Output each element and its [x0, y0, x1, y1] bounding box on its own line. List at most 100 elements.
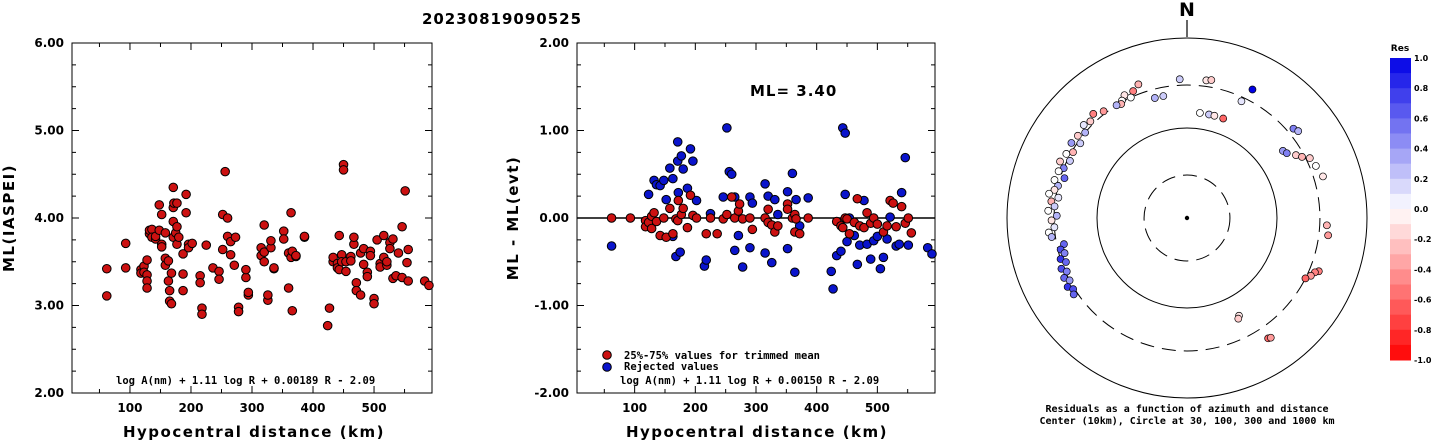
residual-point-rejected	[672, 137, 683, 147]
polar-residual-point	[1266, 333, 1275, 342]
colorbar-tick-label: 0.0	[1414, 205, 1429, 214]
residual-point-used	[763, 204, 773, 215]
ml-point	[201, 240, 212, 250]
residual-point-rejected	[878, 252, 889, 263]
colorbar-swatch	[1390, 239, 1411, 255]
polar-residual-point	[1062, 149, 1071, 158]
residual-point-rejected	[828, 284, 838, 294]
colorbar-swatch	[1390, 88, 1411, 104]
residual-point-rejected	[701, 255, 712, 265]
ml-point	[346, 256, 356, 266]
residual-point-used	[791, 214, 801, 224]
residual-point-rejected	[747, 198, 758, 208]
left-x-tick-label: 300	[239, 401, 264, 415]
middle-y-axis-label: ML - ML(evt)	[504, 156, 522, 280]
left-x-axis-label: Hypocentral distance (km)	[123, 423, 385, 441]
residual-point-used	[665, 203, 675, 214]
residual-point-rejected	[790, 267, 800, 278]
residual-point-rejected	[675, 247, 685, 257]
ml-point	[365, 250, 376, 261]
ml-point	[259, 256, 270, 267]
polar-residual-point	[1219, 114, 1228, 123]
distance-circle-1000km	[1006, 37, 1368, 399]
residual-point-used	[625, 213, 636, 223]
legend-blue-marker	[602, 362, 612, 372]
ml-point	[172, 221, 182, 232]
polar-residual-point	[1054, 167, 1063, 176]
residual-point-rejected	[803, 193, 813, 203]
polar-residual-point	[1099, 107, 1108, 116]
colorbar-tick-label: -0.2	[1414, 235, 1432, 244]
colorbar-swatch	[1390, 178, 1411, 195]
middle-y-tick-label: 0.00	[539, 211, 569, 225]
polar-residual-point	[1319, 172, 1327, 181]
polar-residual-point	[1089, 110, 1098, 118]
distance-circle-300km	[1053, 84, 1321, 352]
ml-point	[195, 277, 205, 288]
polar-residual-point	[1175, 75, 1184, 84]
ml-point	[403, 276, 414, 286]
residual-point-rejected	[787, 168, 798, 179]
residual-point-rejected	[643, 189, 654, 200]
polar-residual-point	[1134, 80, 1143, 89]
left-y-tick-label: 6.00	[34, 36, 64, 50]
polar-residual-point	[1298, 153, 1306, 161]
ml-point	[187, 238, 198, 249]
colorbar-tick-label: 1.0	[1414, 54, 1429, 63]
middle-x-tick-label: 400	[804, 401, 829, 415]
residual-point-rejected	[665, 163, 675, 173]
residual-point-used	[872, 219, 883, 229]
left-axis-ticks: 2.00 3.00 4.00 5.00 6.00 100 200 300 400 500	[34, 36, 432, 415]
polar-residual-point	[1159, 92, 1168, 100]
ml-point	[241, 264, 251, 275]
middle-axis-ticks: -2.00 -1.00 0.00 1.00 2.00 100 200 300 400 500	[534, 36, 935, 415]
colorbar-labels: 1.0 0.8 0.6 0.4 0.2 0.0 -0.2 -0.4 -0.6 -0.8 -1.0	[1414, 54, 1432, 365]
residual-point-used	[896, 201, 907, 212]
residual-point-rejected	[745, 242, 755, 253]
residual-point-rejected	[773, 209, 783, 220]
colorbar-tick-label: -0.4	[1414, 265, 1432, 274]
polar-residual-point	[1282, 149, 1291, 158]
colorbar: Res 1.0 0.8 0.6 0.4 0.2 0.0 -0.2 -0.4 -0.6 -0.8 -1…	[1390, 44, 1432, 365]
residual-point-rejected	[842, 236, 852, 247]
ml-point	[178, 249, 188, 259]
residual-point-used	[705, 213, 716, 223]
colorbar-tick-label: 0.6	[1414, 114, 1429, 123]
residual-point-used	[862, 207, 872, 218]
polar-residual-point	[1050, 202, 1059, 211]
ml-point	[393, 248, 404, 258]
middle-data-points	[606, 123, 937, 294]
ml-point	[166, 268, 177, 278]
colorbar-swatch	[1390, 73, 1411, 89]
ml-point	[217, 244, 228, 255]
ml-point	[142, 255, 152, 265]
residual-point-rejected	[836, 246, 846, 257]
middle-y-tick-label: -2.00	[534, 386, 569, 400]
left-y-tick-label: 4.00	[34, 211, 64, 225]
colorbar-tick-label: -1.0	[1414, 356, 1432, 365]
polar-residual-point	[1060, 174, 1069, 183]
polar-residual-point	[1234, 314, 1243, 323]
middle-x-tick-label: 500	[865, 401, 890, 415]
residual-point-rejected	[760, 248, 770, 258]
colorbar-swatch	[1390, 224, 1411, 240]
ml-point	[266, 235, 276, 246]
residual-point-used	[658, 213, 669, 223]
colorbar-tick-label: 0.4	[1414, 145, 1429, 154]
colorbar-tick-label: -0.6	[1414, 296, 1432, 305]
ml-point	[402, 257, 412, 268]
ml-point	[230, 232, 241, 243]
residual-point-used	[852, 193, 863, 204]
residual-point-rejected	[903, 240, 914, 250]
colorbar-swatch	[1390, 118, 1411, 134]
legend-red-label: 25%-75% values for trimmed mean	[624, 350, 820, 362]
ml-point	[241, 272, 251, 283]
ml-point	[369, 298, 379, 309]
ml-point	[164, 285, 175, 296]
left-y-axis-label: ML(IASPEI)	[0, 164, 18, 272]
residual-point-used	[649, 207, 659, 218]
ml-point	[178, 269, 188, 279]
polar-residual-point	[1054, 193, 1063, 202]
residual-point-rejected	[852, 259, 863, 270]
polar-residual-point	[1050, 185, 1059, 194]
